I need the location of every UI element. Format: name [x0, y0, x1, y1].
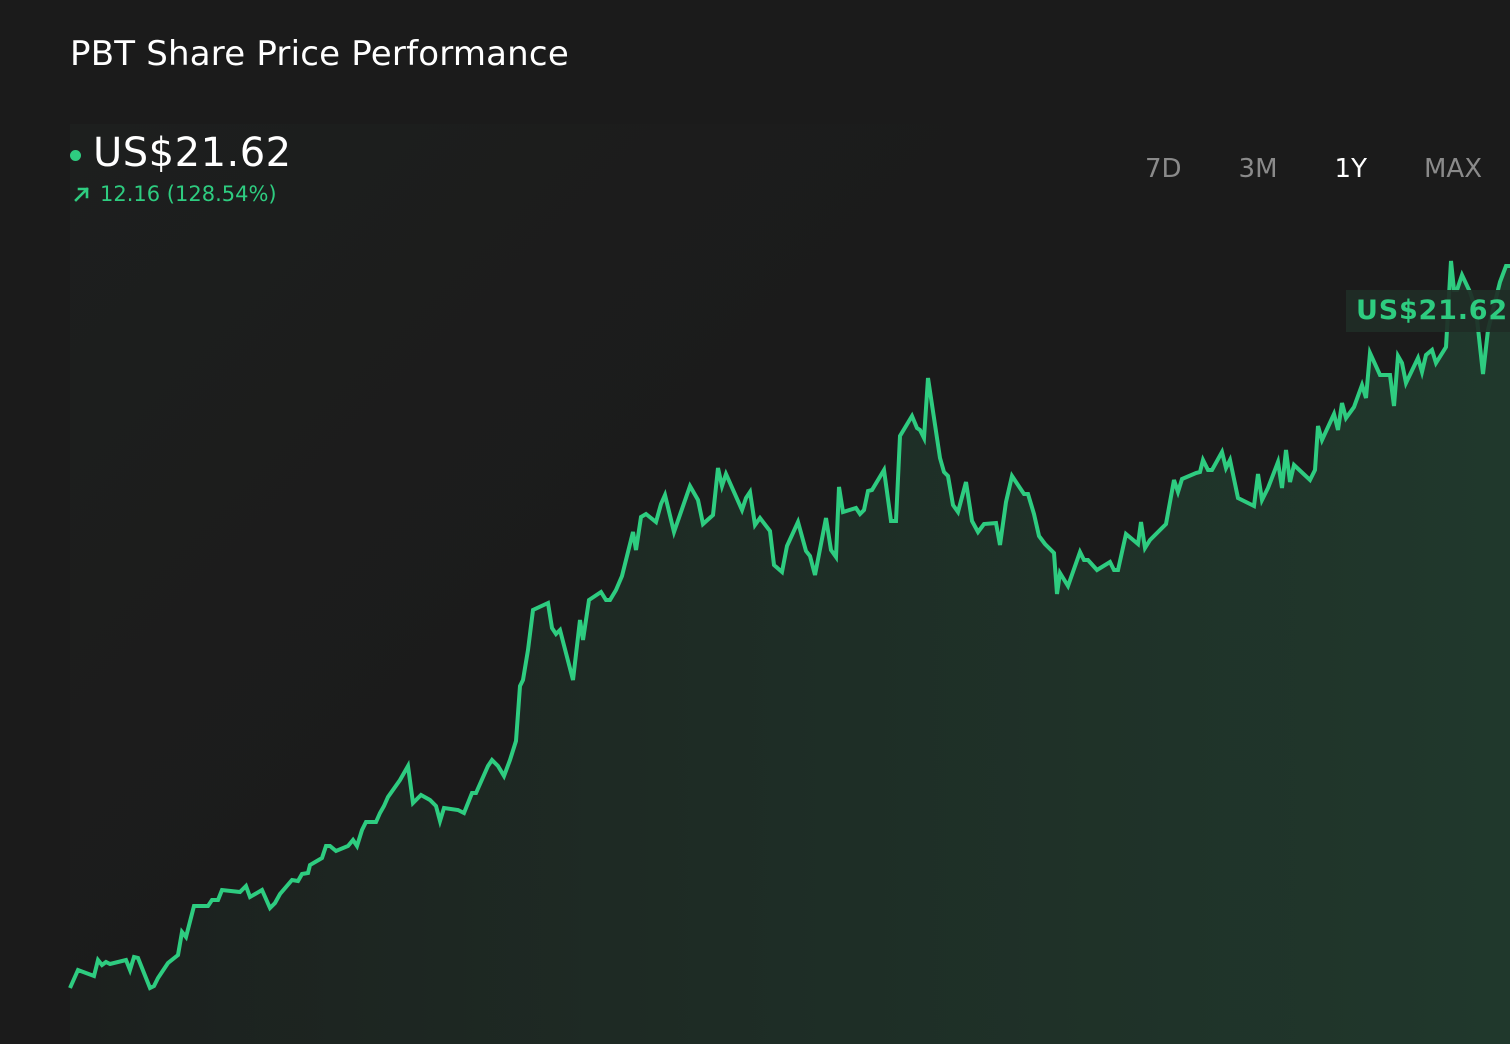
arrow-up-right-icon	[74, 187, 89, 202]
current-price-tag: US$21.62	[1346, 290, 1510, 332]
chart-title: PBT Share Price Performance	[70, 34, 569, 74]
period-max-button[interactable]: MAX	[1423, 154, 1482, 184]
status-dot-icon	[70, 149, 81, 161]
price-row: US$21.62	[70, 130, 292, 176]
period-3m-button[interactable]: 3M	[1238, 154, 1278, 184]
price-change-value: 12.16 (128.54%)	[100, 182, 277, 206]
price-area-fill	[70, 261, 1510, 1044]
price-line	[68, 260, 1510, 991]
period-1y-button[interactable]: 1Y	[1334, 154, 1367, 184]
period-selector: 7D 3M 1Y MAX	[1088, 154, 1482, 184]
price-change: 12.16 (128.54%)	[70, 182, 292, 206]
current-price: US$21.62	[93, 130, 292, 176]
period-7d-button[interactable]: 7D	[1144, 154, 1182, 184]
price-summary: US$21.62 12.16 (128.54%)	[70, 130, 292, 206]
